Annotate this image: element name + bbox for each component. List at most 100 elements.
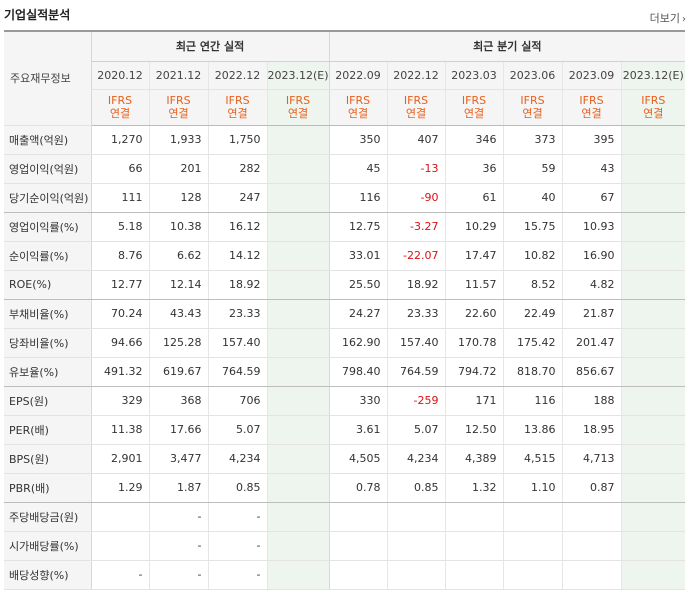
table-cell [266,415,330,445]
table-row: 시가배당률(%) - - [4,531,686,561]
table-cell: 407 [386,125,446,155]
period-header: 2023.06 [502,61,563,90]
table-cell: 0.87 [561,473,622,503]
row-label: EPS(원) [4,386,92,416]
annual-group-header: 최근 연간 실적 [90,31,330,62]
table-row: 주당배당금(원) - - [4,502,686,532]
table-cell: 5.07 [207,415,267,445]
row-label: 매출액(억원) [4,125,92,155]
table-cell [502,560,563,590]
row-label: BPS(원) [4,444,92,474]
table-cell: - [207,531,267,561]
table-cell: 1.32 [444,473,504,503]
table-cell: 23.33 [207,299,267,329]
quarter-group-header: 최근 분기 실적 [328,31,686,62]
table-cell [266,357,330,387]
basis-scope: 연결 [463,107,485,120]
table-cell: - [207,502,267,532]
table-cell: 818.70 [502,357,563,387]
table-cell: 4,234 [386,444,446,474]
table-cell [620,183,686,213]
basis-header: IFRS 연결 [148,89,208,126]
table-cell: 24.27 [328,299,388,329]
table-cell: 25.50 [328,270,388,300]
row-label-header: 주요재무정보 [4,31,91,126]
table-cell [266,154,330,184]
table-cell [266,328,330,358]
table-cell: 33.01 [328,241,388,271]
more-link[interactable]: 더보기 › [650,10,686,26]
table-row: PER(배) 11.38 17.66 5.07 3.61 5.07 12.50 13.86 18… [4,415,686,445]
table-row: PBR(배) 1.29 1.87 0.85 0.78 0.85 1.32 1.10 0.87 [4,473,686,503]
table-cell [444,560,504,590]
table-cell: 0.78 [328,473,388,503]
row-label: PBR(배) [4,473,92,503]
table-cell: 157.40 [207,328,267,358]
table-cell: 61 [444,183,504,213]
basis-header: IFRS 연결 [620,89,686,126]
row-label: ROE(%) [4,270,92,300]
table-cell [266,299,330,329]
table-cell: 395 [561,125,622,155]
basis-scope: 연결 [643,107,664,120]
basis-standard: IFRS [345,94,371,107]
table-row: 순이익률(%) 8.76 6.62 14.12 33.01 -22.07 17.47 10.8… [4,241,686,271]
table-cell [620,502,686,532]
table-cell: 10.82 [502,241,563,271]
basis-scope: 연결 [287,107,309,120]
table-cell: 619.67 [148,357,208,387]
table-cell: 4,389 [444,444,504,474]
table-cell: 116 [502,386,563,416]
table-cell: 10.38 [148,212,208,242]
table-cell: -22.07 [386,241,446,271]
table-cell: 11.57 [444,270,504,300]
basis-header: IFRS 연결 [266,89,330,126]
table-cell: - [148,531,208,561]
table-row: 부채비율(%) 70.24 43.43 23.33 24.27 23.33 22.60 22.… [4,299,686,329]
table-cell: -3.27 [386,212,446,242]
basis-standard: IFRS [579,94,604,107]
basis-header: IFRS 연결 [444,89,504,126]
table-cell: 10.29 [444,212,504,242]
table-cell: 4,234 [207,444,267,474]
table-cell: 1.29 [90,473,149,503]
table-cell: 18.92 [386,270,446,300]
row-label: 주당배당금(원) [4,502,92,532]
table-cell: 94.66 [90,328,149,358]
table-cell: 22.49 [502,299,563,329]
table-row: ROE(%) 12.77 12.14 18.92 25.50 18.92 11.57 8.52… [4,270,686,300]
period-header: 2023.12(E) [620,61,686,90]
table-row: 매출액(억원) 1,270 1,933 1,750 350 407 346 373 395 [4,125,686,155]
table-cell [266,183,330,213]
table-cell: 764.59 [386,357,446,387]
table-cell: 201 [148,154,208,184]
row-label: 당좌비율(%) [4,328,92,358]
basis-scope: 연결 [347,107,369,120]
table-cell: 43.43 [148,299,208,329]
table-cell: 16.90 [561,241,622,271]
basis-standard: IFRS [285,94,311,107]
table-cell: 0.85 [386,473,446,503]
table-cell: 157.40 [386,328,446,358]
table-row: EPS(원) 329 368 706 330 -259 171 116 188 [4,386,686,416]
row-label: 영업이익률(%) [4,212,92,242]
table-cell: - [148,560,208,590]
table-cell: 21.87 [561,299,622,329]
table-cell: 2,901 [90,444,149,474]
table-cell: 40 [502,183,563,213]
table-cell: 43 [561,154,622,184]
table-cell: 1.10 [502,473,563,503]
table-cell: 3,477 [148,444,208,474]
basis-standard: IFRS [520,94,545,107]
basis-header: IFRS 연결 [502,89,563,126]
table-cell [328,502,388,532]
table-cell [266,473,330,503]
table-cell: 856.67 [561,357,622,387]
basis-standard: IFRS [166,94,191,107]
table-cell [90,502,149,532]
table-cell: 8.52 [502,270,563,300]
table-cell: 18.95 [561,415,622,445]
table-cell: 1,750 [207,125,267,155]
table-cell [386,502,446,532]
table-cell [90,531,149,561]
